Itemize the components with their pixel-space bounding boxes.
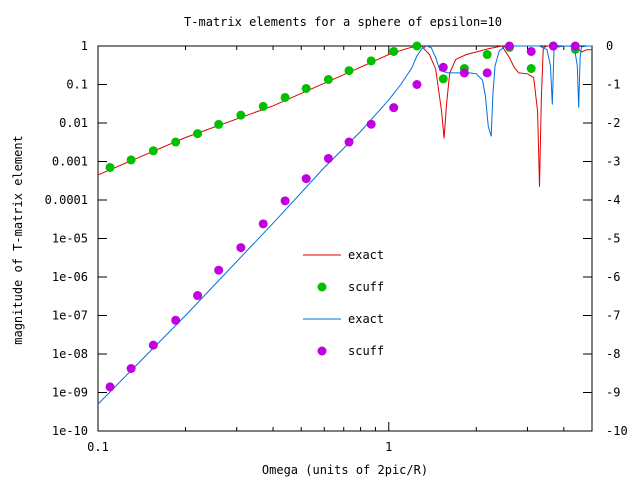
y2-tick-label: -2 [606,116,620,130]
series-point [258,101,268,111]
series-point [412,80,422,89]
series-point [236,110,246,120]
series-point [105,162,115,172]
y-tick-label: 1e-10 [52,424,88,438]
series-point [526,46,536,56]
series-point [301,174,311,184]
series-point [193,129,203,139]
x-tick-label: 0.1 [87,440,109,454]
y-tick-label: 1e-08 [52,347,88,361]
y2-tick-label: -10 [606,424,628,438]
legend-point-swatch [317,346,327,356]
series-point [548,41,558,51]
series-point [258,219,268,229]
series-point [459,68,469,78]
plot-frame [97,45,593,432]
series-point [126,155,136,165]
legend-point-swatch [317,282,327,292]
series-point [193,291,203,301]
series-point [171,315,181,325]
series-point [323,74,333,84]
y2-tick-label: -4 [606,193,620,207]
series-point [236,243,246,253]
series-point [570,41,580,51]
legend-label: scuff [348,280,384,294]
series-point [126,364,136,374]
y-axis-label: magnitude of T-matrix element [11,135,25,345]
series-point [344,137,354,147]
y2-tick-label: -3 [606,155,620,169]
series-point [526,64,536,74]
series-point [280,92,290,102]
series-point [214,265,224,275]
y-tick-label: 1e-07 [52,309,88,323]
series-point [280,196,290,206]
y-tick-label: 0.01 [59,116,88,130]
series-point [438,74,448,84]
series-point [389,46,399,56]
series-point [171,137,181,147]
series-point [323,153,333,163]
series-point [482,50,492,60]
plot-series [97,41,592,405]
y-tick-label: 1e-09 [52,386,88,400]
y2-tick-label: -6 [606,270,620,284]
x-tick-label: 1 [385,440,392,454]
chart-title: T-matrix elements for a sphere of epsilo… [184,15,502,29]
y-tick-label: 1 [81,39,88,53]
series-line [97,45,592,187]
series-point [105,382,115,392]
series-point [482,68,492,78]
legend-label: exact [348,312,384,326]
y2-tick-label: -5 [606,232,620,246]
x-axis-label: Omega (units of 2pic/R) [262,463,428,477]
series-point [366,56,376,66]
y2-tick-label: -7 [606,309,620,323]
series-point [214,119,224,129]
series-point [301,83,311,93]
y-tick-label: 0.0001 [45,193,88,207]
series-point [412,41,422,51]
y2-tick-label: -9 [606,386,620,400]
y2-tick-label: -8 [606,347,620,361]
series-point [438,62,448,72]
series-point [148,340,158,350]
series-point [504,41,514,51]
y-tick-label: 0.001 [52,155,88,169]
y-tick-label: 0.1 [66,78,88,92]
series-point [344,66,354,76]
legend-label: exact [348,248,384,262]
series-point [389,103,399,113]
y2-tick-label: -1 [606,78,620,92]
legend: exact scuff exact scuff [303,248,384,358]
series-point [366,119,376,129]
y-tick-label: 1e-05 [52,232,88,246]
series-point [148,146,158,156]
y-tick-label: 1e-06 [52,270,88,284]
y2-tick-label: 0 [606,39,613,53]
axes: 0.1 1 1 0.1 0.01 0.001 0.0001 1e-05 1e-06 1e-07 1e… [45,39,628,454]
series-line [97,45,592,405]
legend-label: scuff [348,344,384,358]
